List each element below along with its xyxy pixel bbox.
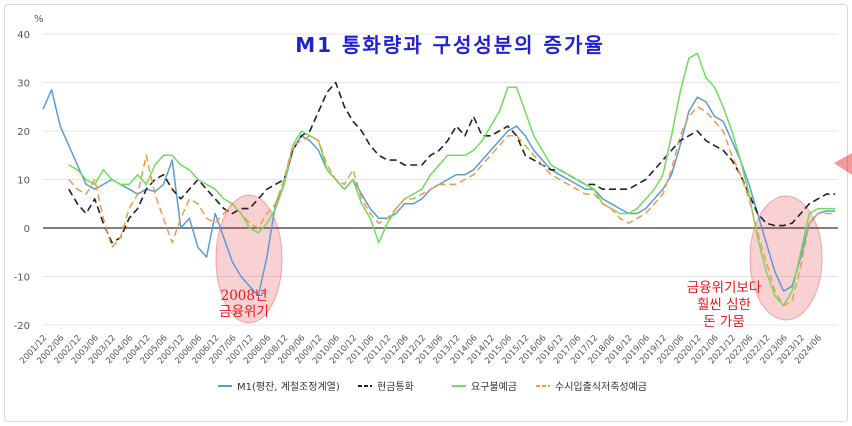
annotation-2023-line2: 훨씬 심한 xyxy=(697,297,751,313)
y-tick-label: 30 xyxy=(17,79,30,90)
series-line-3 xyxy=(68,52,836,307)
annotation-2008-line1: 2008년 xyxy=(221,288,268,304)
series-line-1 xyxy=(42,89,836,297)
y-tick-label: -10 xyxy=(14,273,30,284)
y-axis-ticks: 40 30 20 10 0 -10 -20 xyxy=(14,30,30,332)
legend-label: 수시입출식저축성예금 xyxy=(555,380,647,393)
highlight-2023-drought xyxy=(749,195,823,321)
annotation-2023-line3: 돈 가뭄 xyxy=(703,314,745,330)
y-tick-label: -20 xyxy=(14,321,30,332)
y-axis-unit: % xyxy=(34,14,44,25)
legend-label: M1(평잔, 계절조정계열) xyxy=(237,380,340,393)
legend-label: 요구불예금 xyxy=(471,381,517,393)
chart-frame xyxy=(4,4,848,422)
x-axis-ticks: 2001/122002/062002/122003/062003/122004/… xyxy=(18,333,824,366)
y-tick-label: 20 xyxy=(17,127,30,138)
series-line-2 xyxy=(68,81,836,244)
legend-label: 현금통화 xyxy=(377,381,414,393)
chart-title: M1 통화량과 구성성분의 증가율 xyxy=(295,33,605,57)
upward-arrow-icon xyxy=(834,153,852,175)
annotation-2008-line2: 금융위기 xyxy=(219,304,269,320)
y-tick-label: 40 xyxy=(17,30,30,41)
series-line-4 xyxy=(68,106,836,307)
series-lines xyxy=(42,52,836,307)
annotation-2023-line1: 금융위기보다 xyxy=(687,280,762,296)
gridlines xyxy=(43,33,838,326)
highlight-2008-crisis xyxy=(215,194,283,324)
y-tick-label: 0 xyxy=(24,224,30,235)
y-tick-label: 10 xyxy=(17,176,30,187)
legend: M1(평잔, 계절조정계열) 현금통화 요구불예금 수시입출식저축성예금 xyxy=(218,380,647,393)
